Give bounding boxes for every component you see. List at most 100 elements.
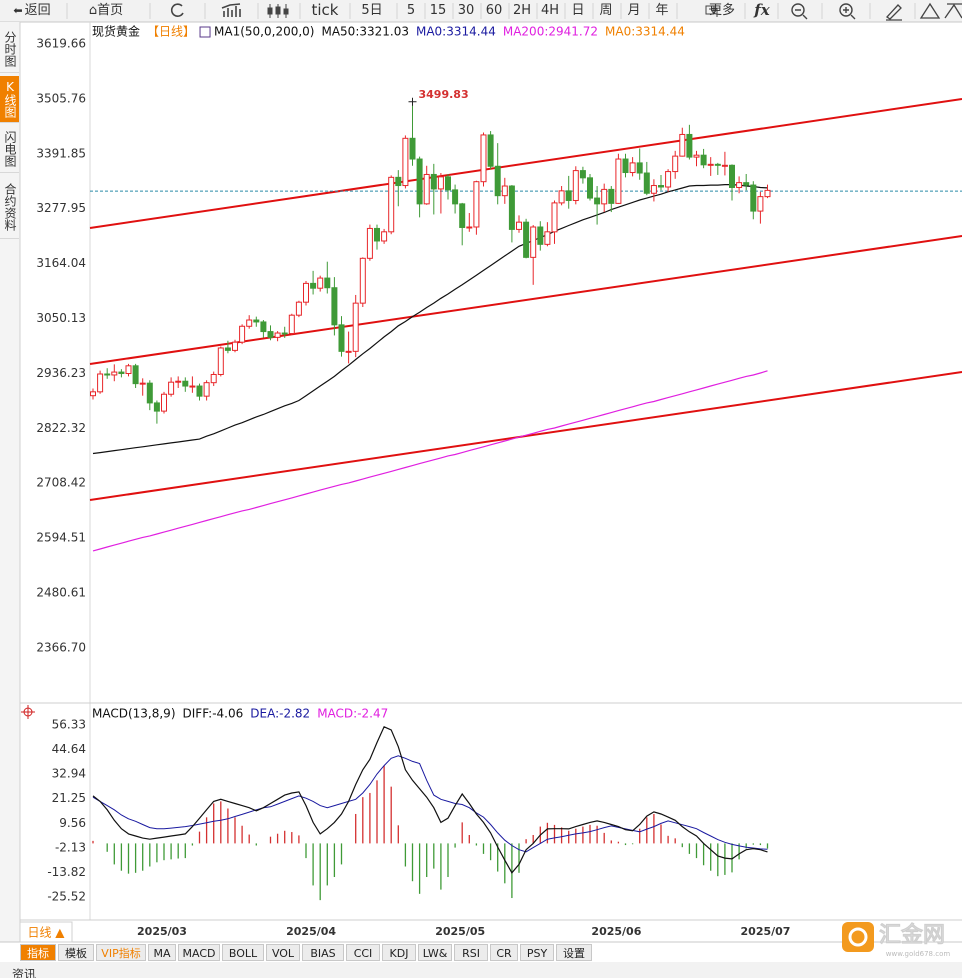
candle-body: [537, 226, 544, 245]
period-button[interactable]: 5: [406, 3, 416, 18]
indicator-tab[interactable]: MACD: [178, 944, 220, 961]
candle-body: [104, 373, 111, 376]
x-tick-label: 2025/05: [435, 925, 485, 938]
footer-bg: [0, 962, 962, 978]
x-tick-label: 2025/03: [137, 925, 187, 938]
period-button[interactable]: 5日: [361, 3, 383, 18]
candle-body: [508, 185, 515, 230]
candle-body: [601, 188, 608, 205]
candle-body: [118, 371, 125, 375]
macd-icon: [21, 705, 35, 719]
logo-mark: [848, 927, 868, 947]
indicator-tab[interactable]: VOL: [266, 944, 300, 961]
period-button[interactable]: tick: [311, 1, 339, 19]
candle-body: [643, 172, 650, 194]
indicator-tab[interactable]: CR: [490, 944, 518, 961]
footer-label: 资讯: [12, 968, 36, 978]
back-icon: ⬅: [13, 4, 23, 17]
indicator-tab[interactable]: 模板: [58, 944, 94, 961]
x-tick-label: 2025/07: [741, 925, 791, 938]
candle-body: [530, 226, 537, 258]
back-button[interactable]: ⬅ 返回: [4, 0, 60, 21]
candle-body: [700, 154, 707, 166]
candle-body: [125, 365, 132, 375]
legend-entry: DIFF:-4.06: [183, 707, 244, 721]
indicator-tab[interactable]: CCI: [346, 944, 380, 961]
zoom-in-icon: [839, 3, 853, 17]
period-button[interactable]: 60: [485, 3, 503, 18]
indicator-tab[interactable]: BIAS: [302, 944, 344, 961]
candle-body: [146, 382, 153, 404]
candle-body: [516, 221, 522, 230]
period-button[interactable]: 日: [571, 3, 585, 18]
period-label[interactable]: 日线 ▲: [27, 926, 65, 940]
candle-body: [764, 189, 771, 198]
period-button[interactable]: 15: [429, 3, 447, 18]
sidebar-bg: [0, 22, 20, 942]
period-button[interactable]: 4H: [540, 3, 560, 18]
candle-body: [459, 203, 466, 228]
candle-body: [210, 373, 217, 384]
indicator-tab[interactable]: LW&: [418, 944, 452, 961]
indicator-tab[interactable]: RSI: [454, 944, 488, 961]
x-tick-label: 2025/06: [591, 925, 641, 938]
sidebar-tab[interactable]: K线图: [0, 76, 19, 123]
period-label: 【日线】: [147, 25, 195, 39]
x-tick-label: 2025/04: [286, 925, 336, 938]
period-button[interactable]: 周: [599, 3, 613, 18]
period-button[interactable]: 月: [627, 3, 641, 18]
home-button[interactable]: ⌂首页: [78, 0, 134, 21]
indicator-tab[interactable]: 设置: [556, 944, 592, 961]
sidebar-tab[interactable]: 分时图: [0, 26, 19, 73]
candle-body: [260, 321, 267, 333]
indicator-tab[interactable]: KDJ: [382, 944, 416, 961]
indicator-tab[interactable]: MA: [148, 944, 176, 961]
y-tick-label: 3164.04: [36, 256, 86, 270]
y-tick-label: 2936.23: [36, 366, 86, 380]
period-button[interactable]: 年: [655, 3, 669, 18]
more-button[interactable]: 更多: [708, 3, 735, 18]
candle-body: [232, 341, 238, 351]
candle-body: [544, 231, 551, 245]
zoom-out-mark: [795, 9, 808, 20]
logo-name: 汇金网: [879, 922, 945, 948]
zoom-out-icon: [791, 3, 805, 17]
sidebar-tab[interactable]: 合约资料: [0, 176, 19, 239]
period-button[interactable]: 30: [457, 3, 475, 18]
candle-body: [395, 176, 402, 187]
chart-title: 现货黄金: [92, 24, 140, 39]
chart-title: MACD(13,8,9): [92, 707, 176, 721]
candle-body: [161, 393, 167, 412]
candle-body: [693, 154, 700, 158]
candle-body: [558, 190, 565, 204]
y-tick-label: 56.33: [52, 718, 86, 732]
period-button[interactable]: 2H: [512, 3, 532, 18]
legend-entry: DEA:-2.82: [250, 707, 310, 721]
y-tick-label: 3505.76: [36, 91, 86, 105]
y-tick-label: 32.94: [52, 767, 86, 781]
legend-entry: MA0:3314.44: [416, 25, 496, 39]
line-series: [92, 755, 768, 853]
fx-button[interactable]: fx: [754, 1, 770, 19]
indicator-icon: [199, 26, 211, 38]
indicator-tab[interactable]: 指标: [20, 944, 56, 961]
candle-body: [111, 371, 118, 376]
y-tick-label: 2594.51: [36, 531, 86, 545]
candle-body: [310, 282, 317, 289]
home-icon: ⌂: [88, 3, 98, 18]
candle-body: [246, 319, 253, 327]
candle-body: [658, 185, 664, 188]
candle-body: [388, 176, 395, 233]
candle-body: [594, 197, 601, 205]
candle-body: [729, 164, 735, 188]
indicator-tab[interactable]: VIP指标: [96, 944, 146, 961]
sidebar-tab[interactable]: 闪电图: [0, 126, 19, 173]
candle-body: [132, 365, 139, 385]
indicator-tab[interactable]: PSY: [520, 944, 554, 961]
y-tick-label: 3391.85: [36, 146, 86, 160]
indicator-tab[interactable]: BOLL: [222, 944, 264, 961]
candle-body: [345, 350, 352, 353]
y-tick-label: 3277.95: [36, 201, 86, 215]
